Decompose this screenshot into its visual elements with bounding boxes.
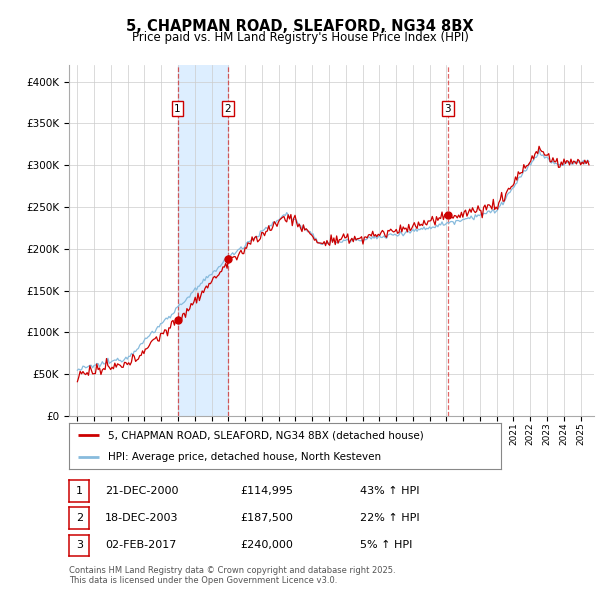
Text: 21-DEC-2000: 21-DEC-2000 bbox=[105, 486, 179, 496]
Text: 2: 2 bbox=[76, 513, 83, 523]
Text: £240,000: £240,000 bbox=[240, 540, 293, 550]
Text: 22% ↑ HPI: 22% ↑ HPI bbox=[360, 513, 419, 523]
Text: 43% ↑ HPI: 43% ↑ HPI bbox=[360, 486, 419, 496]
Text: Contains HM Land Registry data © Crown copyright and database right 2025.
This d: Contains HM Land Registry data © Crown c… bbox=[69, 566, 395, 585]
Text: 1: 1 bbox=[76, 486, 83, 496]
Text: Price paid vs. HM Land Registry's House Price Index (HPI): Price paid vs. HM Land Registry's House … bbox=[131, 31, 469, 44]
Text: 02-FEB-2017: 02-FEB-2017 bbox=[105, 540, 176, 550]
Text: HPI: Average price, detached house, North Kesteven: HPI: Average price, detached house, Nort… bbox=[108, 451, 381, 461]
Bar bbox=[178, 65, 228, 416]
Text: £187,500: £187,500 bbox=[240, 513, 293, 523]
Text: 3: 3 bbox=[76, 540, 83, 550]
Text: 2: 2 bbox=[224, 104, 231, 114]
Text: £114,995: £114,995 bbox=[240, 486, 293, 496]
Text: 3: 3 bbox=[445, 104, 451, 114]
Text: 5, CHAPMAN ROAD, SLEAFORD, NG34 8BX (detached house): 5, CHAPMAN ROAD, SLEAFORD, NG34 8BX (det… bbox=[108, 431, 424, 441]
Text: 5% ↑ HPI: 5% ↑ HPI bbox=[360, 540, 412, 550]
Text: 1: 1 bbox=[174, 104, 181, 114]
Text: 5, CHAPMAN ROAD, SLEAFORD, NG34 8BX: 5, CHAPMAN ROAD, SLEAFORD, NG34 8BX bbox=[126, 19, 474, 34]
Text: 18-DEC-2003: 18-DEC-2003 bbox=[105, 513, 179, 523]
